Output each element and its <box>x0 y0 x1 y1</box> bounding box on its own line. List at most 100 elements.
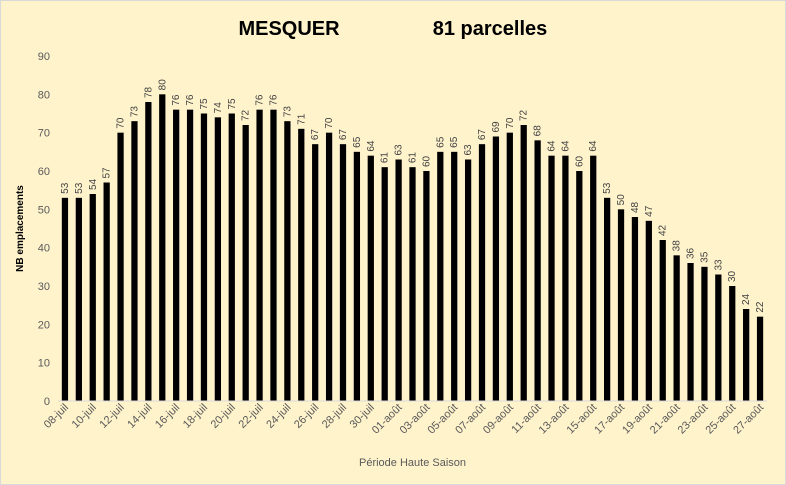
x-tick-label: 13-août <box>537 402 572 437</box>
data-label: 65 <box>352 136 363 148</box>
data-label: 70 <box>116 117 127 129</box>
data-label: 68 <box>533 125 544 137</box>
bar <box>61 197 69 401</box>
bar <box>437 151 444 401</box>
x-tick-label: 26-juil <box>292 402 321 431</box>
data-label: 80 <box>157 79 168 91</box>
data-label: 72 <box>241 109 252 121</box>
bar <box>117 132 124 401</box>
y-tick-label: 10 <box>38 358 50 370</box>
y-tick-label: 90 <box>38 51 50 63</box>
x-tick-label: 27-août <box>731 402 766 437</box>
bar <box>576 171 583 401</box>
bar <box>395 159 402 401</box>
bar <box>131 121 138 402</box>
bar <box>729 286 736 401</box>
data-label: 42 <box>658 224 669 236</box>
data-label: 24 <box>741 293 752 305</box>
bar <box>631 217 639 401</box>
bar <box>75 197 82 401</box>
x-tick-label: 19-août <box>620 402 655 437</box>
bar <box>173 109 180 402</box>
x-tick-label: 17-août <box>592 402 627 437</box>
x-tick-label: 01-août <box>370 402 405 437</box>
y-tick-label: 30 <box>38 281 50 293</box>
data-label: 70 <box>505 117 516 129</box>
y-tick-label: 60 <box>38 166 50 178</box>
x-tick-label: 20-juil <box>209 402 238 431</box>
x-tick-label: 15-août <box>564 402 599 437</box>
bar <box>353 151 361 401</box>
data-label: 67 <box>338 129 349 141</box>
data-label: 35 <box>699 251 710 263</box>
data-label: 48 <box>630 201 641 213</box>
data-label: 64 <box>560 140 571 152</box>
data-label: 69 <box>491 121 502 133</box>
bar <box>506 132 513 401</box>
bar <box>603 197 611 401</box>
x-tick-label: 10-juil <box>70 402 99 431</box>
data-label: 30 <box>727 270 738 282</box>
data-label: 75 <box>227 98 238 110</box>
data-label: 67 <box>477 129 488 141</box>
y-tick-label: 70 <box>38 128 50 140</box>
data-label: 57 <box>102 167 113 179</box>
data-label: 61 <box>408 152 419 164</box>
bar <box>464 159 472 401</box>
data-label: 72 <box>519 109 530 121</box>
bar <box>701 266 708 401</box>
bar <box>451 151 458 401</box>
y-tick-label: 50 <box>38 204 50 216</box>
bar <box>673 255 680 401</box>
bar <box>367 155 374 401</box>
bar <box>659 240 666 401</box>
x-tick-label: 23-août <box>676 402 711 437</box>
data-label: 76 <box>255 94 266 106</box>
x-tick-label: 05-août <box>425 402 460 437</box>
x-tick-label: 03-août <box>398 402 433 437</box>
data-label: 65 <box>435 136 446 148</box>
data-label: 71 <box>296 113 307 125</box>
data-label: 33 <box>713 259 724 271</box>
bar <box>409 167 416 401</box>
bar <box>548 155 555 401</box>
data-label: 54 <box>88 178 99 190</box>
data-label: 64 <box>366 140 377 152</box>
bar <box>520 125 527 401</box>
data-label: 63 <box>463 144 474 156</box>
bar <box>381 167 388 401</box>
x-tick-label: 25-août <box>703 402 738 437</box>
bar <box>298 128 305 401</box>
bar <box>423 171 430 401</box>
y-tick-label: 40 <box>38 243 50 255</box>
bar <box>492 136 500 401</box>
data-label: 64 <box>547 140 558 152</box>
data-label: 75 <box>199 98 210 110</box>
x-tick-label: 07-août <box>453 402 488 437</box>
y-axis-title: NB emplacements <box>15 185 26 272</box>
y-axis: 0 10 20 30 40 50 60 70 80 90 <box>38 51 50 408</box>
bar <box>270 109 277 402</box>
x-tick-label: 24-juil <box>264 402 293 431</box>
x-tick-label: 12-juil <box>97 402 126 431</box>
bar <box>312 144 319 401</box>
bar <box>145 102 152 401</box>
bar <box>339 144 347 401</box>
chart-title-right: 81 parcelles <box>433 18 548 40</box>
bar <box>715 274 722 401</box>
x-tick-label: 21-août <box>648 402 683 437</box>
x-tick-label: 16-juil <box>153 402 182 431</box>
x-tick-label: 28-juil <box>320 402 349 431</box>
bar <box>478 144 486 401</box>
bar <box>256 109 263 402</box>
data-label: 73 <box>282 106 293 118</box>
x-tick-label: 14-juil <box>125 402 154 431</box>
data-label: 74 <box>213 102 224 114</box>
data-label: 65 <box>449 136 460 148</box>
x-tick-label: 09-août <box>481 402 516 437</box>
data-label: 70 <box>324 117 335 129</box>
data-label: 53 <box>60 182 71 194</box>
x-tick-label: 22-juil <box>236 402 265 431</box>
